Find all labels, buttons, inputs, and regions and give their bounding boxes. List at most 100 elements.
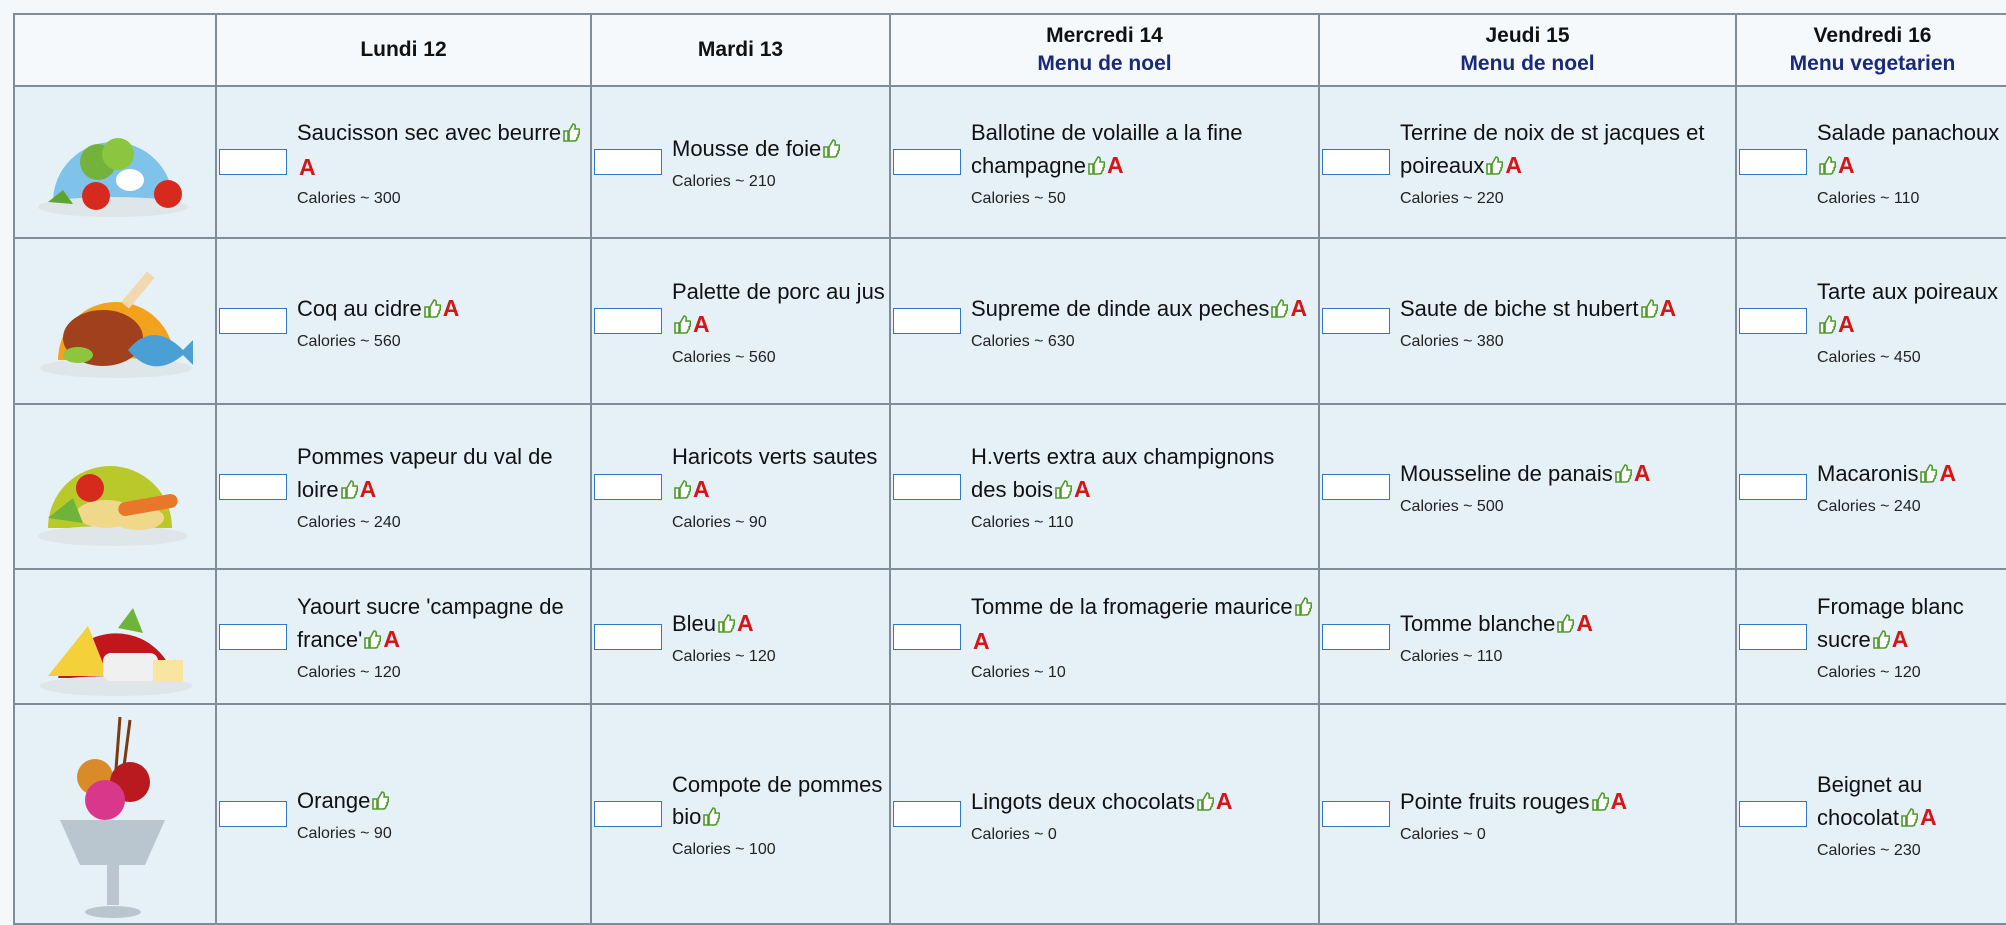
main-icon — [40, 271, 193, 378]
calories: Calories ~ 90 — [297, 825, 392, 842]
thumb-icon — [1294, 593, 1312, 625]
dish-name: Salade panachoux — [1817, 119, 2000, 145]
starter-icon — [38, 138, 188, 217]
dish-cell: Haricots verts sautes A Calories ~ 90 — [592, 405, 891, 570]
dish-name: Lingots deux chocolats — [971, 788, 1195, 814]
dish-name: Palette de porc au jus — [672, 278, 885, 304]
choice-input[interactable] — [1739, 308, 1807, 334]
dish-text: Tomme blanche A Calories ~ 110 — [1400, 607, 1593, 666]
dish-cell: Coq au cidre A Calories ~ 560 — [217, 239, 592, 405]
label-badge: A — [1505, 151, 1523, 178]
dish-name: Tomme blanche — [1400, 611, 1556, 636]
thumb-icon — [1485, 152, 1504, 184]
dish-text: Mousse de foie Calories ~ 210 — [672, 133, 841, 191]
dish-cell: Yaourt sucre 'campagne de france' A Calori… — [217, 570, 592, 705]
thumb-icon — [371, 787, 390, 819]
choice-input[interactable] — [594, 623, 662, 650]
dish-cell: Orange Calories ~ 90 — [217, 705, 592, 925]
choice-input[interactable] — [1322, 473, 1390, 500]
dish-line: Beignet au chocolat A — [1817, 769, 2004, 836]
day-header: Vendredi 16 Menu vegetarien — [1737, 13, 2006, 87]
calories: Calories ~ 380 — [1400, 332, 1504, 350]
thumb-icon — [1087, 152, 1106, 184]
corner-cell — [13, 13, 217, 87]
choice-input[interactable] — [219, 801, 287, 827]
dish-line: Lingots deux chocolats A — [971, 785, 1232, 820]
label-badge: A — [299, 153, 316, 180]
dish-text: Tomme de la fromagerie maurice A Calories … — [971, 591, 1314, 682]
dish-name: Pointe fruits rouges — [1400, 788, 1590, 814]
dish-text: Saucisson sec avec beurre A Calories ~ 300 — [297, 117, 586, 208]
dish-line: Compote de pommes bio — [672, 769, 885, 835]
dish-text: Salade panachoux A Calories ~ 110 — [1817, 117, 2004, 208]
choice-input[interactable] — [219, 473, 287, 500]
choice-input[interactable] — [1739, 149, 1807, 175]
dish-text: Macaronis A Calories ~ 240 — [1817, 457, 1956, 516]
calories: Calories ~ 210 — [672, 173, 776, 190]
choice-input[interactable] — [1322, 308, 1390, 334]
dish-name: Coq au cidre — [297, 295, 422, 321]
dish-cell: Mousse de foie Calories ~ 210 — [592, 87, 891, 239]
thumb-icon — [1556, 610, 1575, 642]
dish-line: Mousseline de panais A — [1400, 457, 1650, 492]
dish-line: Saucisson sec avec beurre A — [297, 117, 586, 184]
choice-input[interactable] — [219, 308, 287, 334]
dish-name: Terrine de noix de st jacques et poireau… — [1400, 119, 1705, 178]
choice-input[interactable] — [893, 801, 961, 827]
calories: Calories ~ 110 — [971, 514, 1074, 531]
label-badge: A — [383, 626, 400, 652]
label-badge: A — [1073, 476, 1091, 502]
calories: Calories ~ 10 — [971, 664, 1066, 681]
choice-input[interactable] — [893, 473, 961, 500]
thumb-icon — [822, 135, 841, 167]
dish-text: Pointe fruits rouges A Calories ~ 0 — [1400, 785, 1627, 844]
choice-input[interactable] — [893, 149, 961, 175]
choice-input[interactable] — [1739, 623, 1807, 650]
calories: Calories ~ 120 — [1817, 664, 1921, 681]
thumb-icon — [717, 610, 736, 642]
dish-text: Fromage blanc sucre A Calories ~ 120 — [1817, 591, 2004, 682]
dish-text: Ballotine de volaille a la fine champagn… — [971, 117, 1314, 208]
dish-text: Tarte aux poireaux A Calories ~ 450 — [1817, 276, 2004, 367]
dish-cell: Mousseline de panais A Calories ~ 500 — [1320, 405, 1737, 570]
label-badge: A — [737, 610, 754, 636]
calories: Calories ~ 110 — [1400, 648, 1503, 665]
choice-input[interactable] — [1322, 623, 1390, 650]
calories: Calories ~ 0 — [971, 825, 1057, 843]
calories: Calories ~ 90 — [672, 514, 767, 531]
choice-input[interactable] — [893, 308, 961, 334]
label-badge: A — [1610, 787, 1628, 814]
dish-line: Saute de biche st hubert A — [1400, 292, 1676, 327]
choice-input[interactable] — [594, 149, 662, 175]
calories: Calories ~ 120 — [672, 648, 776, 665]
dish-cell: H.verts extra aux champignons des bois A C… — [891, 405, 1320, 570]
dish-line: Pommes vapeur du val de loire A — [297, 441, 586, 508]
choice-input[interactable] — [594, 473, 662, 500]
dish-text: Coq au cidre A Calories ~ 560 — [297, 292, 459, 351]
dish-name: Mousseline de panais — [1400, 461, 1613, 486]
choice-input[interactable] — [219, 623, 287, 650]
choice-input[interactable] — [594, 801, 662, 827]
dish-text: Terrine de noix de st jacques et poireau… — [1400, 117, 1731, 208]
dish-line: Macaronis A — [1817, 457, 1956, 492]
dish-line: Salade panachoux A — [1817, 117, 2004, 184]
dish-line: Haricots verts sautes A — [672, 441, 885, 508]
thumb-icon — [1054, 476, 1073, 508]
dish-cell: Saucisson sec avec beurre A Calories ~ 300 — [217, 87, 592, 239]
choice-input[interactable] — [1739, 473, 1807, 500]
menu-theme: Menu de noel — [1037, 52, 1172, 75]
dish-name: Yaourt sucre 'campagne de france' — [297, 594, 564, 652]
choice-input[interactable] — [893, 623, 961, 650]
dish-line: H.verts extra aux champignons des bois A — [971, 441, 1314, 508]
thumb-icon — [1919, 460, 1938, 492]
choice-input[interactable] — [594, 308, 662, 334]
dish-name: Mousse de foie — [672, 136, 822, 161]
dish-name: Beignet au chocolat — [1817, 771, 1923, 830]
choice-input[interactable] — [1739, 801, 1807, 827]
choice-input[interactable] — [1322, 801, 1390, 827]
cheese-icon — [40, 608, 192, 696]
dish-line: Palette de porc au jus A — [672, 276, 885, 343]
dish-line: Tomme blanche A — [1400, 607, 1593, 642]
choice-input[interactable] — [219, 149, 287, 175]
choice-input[interactable] — [1322, 149, 1390, 175]
